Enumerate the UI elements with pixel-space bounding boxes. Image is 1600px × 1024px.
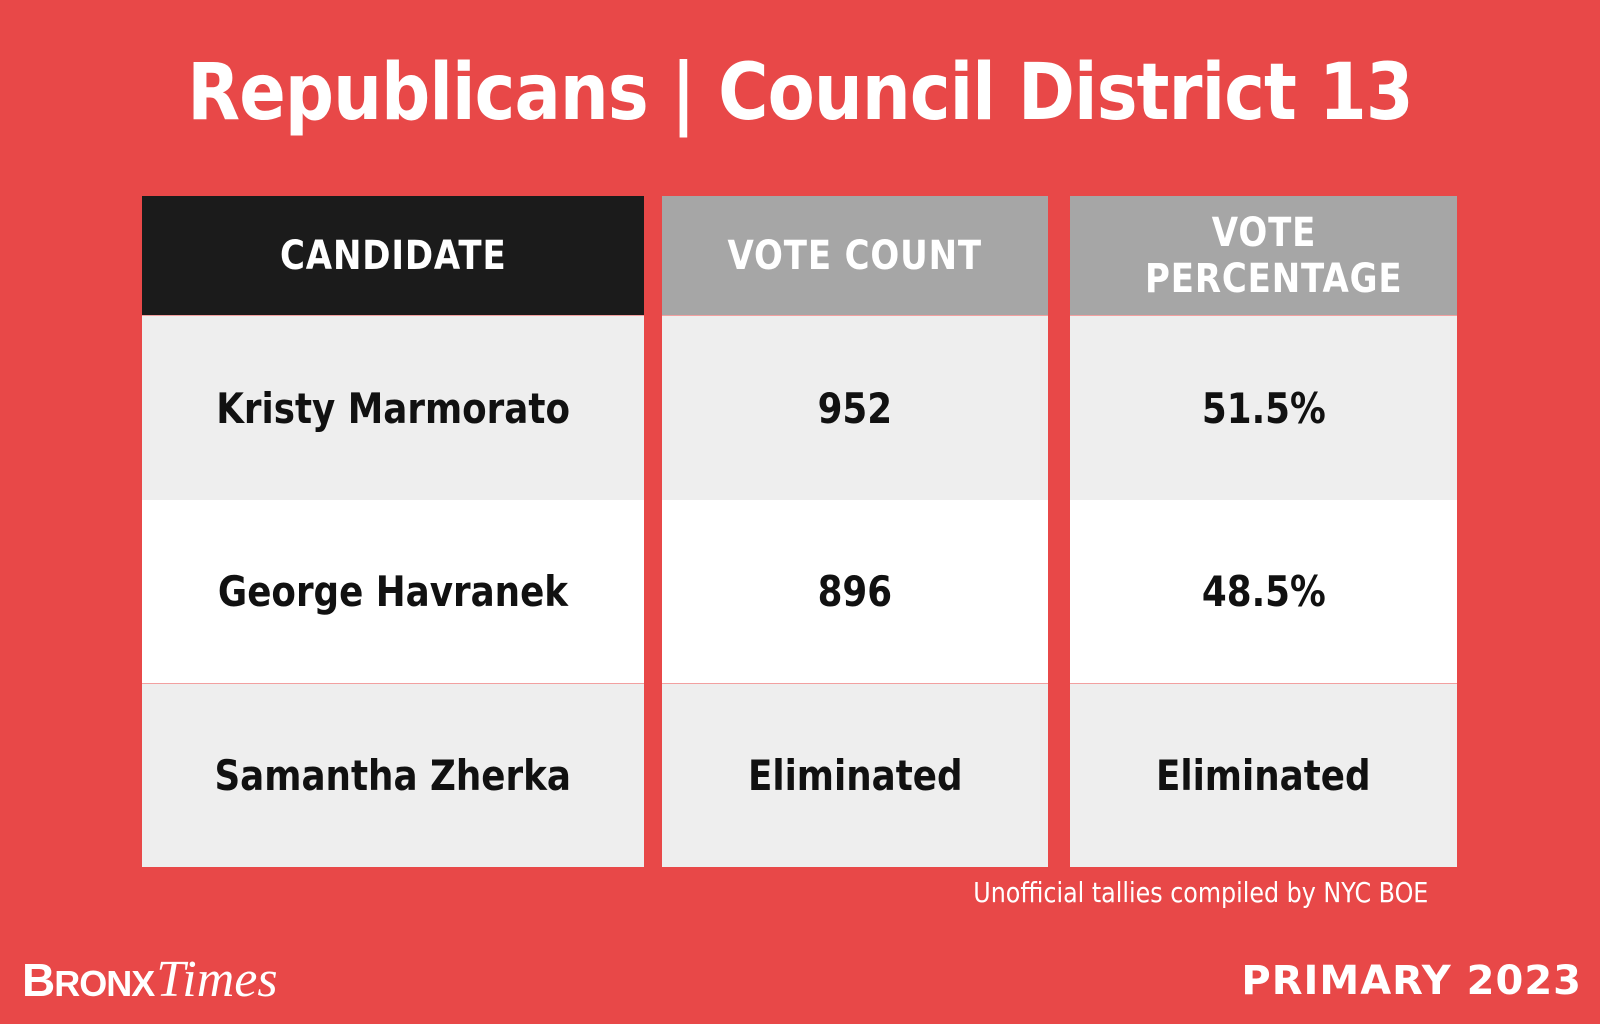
- table-row: George Havranek: [142, 500, 644, 683]
- logo-bronx: BRONX: [22, 954, 155, 1006]
- vote-count: Eliminated: [747, 751, 963, 800]
- table-cell: Eliminated: [662, 683, 1048, 867]
- table-row: Kristy Marmorato: [142, 315, 644, 500]
- bronx-times-logo: BRONX Times: [22, 950, 278, 1009]
- candidate-name: Samantha Zherka: [214, 751, 572, 800]
- vote-count-column: VOTE COUNT 952 896 Eliminated: [662, 196, 1048, 867]
- candidate-name: George Havranek: [217, 567, 569, 616]
- vote-percentage: Eliminated: [1156, 751, 1371, 800]
- table-cell: 952: [662, 315, 1048, 500]
- logo-times: Times: [156, 951, 278, 1008]
- table-row: Samantha Zherka: [142, 683, 644, 867]
- candidate-name: Kristy Marmorato: [216, 383, 570, 433]
- table-cell: 51.5%: [1070, 315, 1457, 500]
- vote-percentage-column: VOTE PERCENTAGE 51.5% 48.5% Eliminated: [1070, 196, 1457, 867]
- vote-percentage: 48.5%: [1201, 567, 1326, 616]
- table-cell: 48.5%: [1070, 500, 1457, 683]
- edition-label: PRIMARY 2023: [1241, 958, 1582, 1004]
- vote-count: 952: [817, 383, 893, 433]
- vote-count: 896: [817, 567, 893, 616]
- candidate-column: CANDIDATE Kristy Marmorato George Havran…: [142, 196, 644, 867]
- source-note: Unofficial tallies compiled by NYC BOE: [972, 876, 1428, 909]
- vote-percentage-header: VOTE PERCENTAGE: [1070, 196, 1457, 315]
- vote-count-header: VOTE COUNT: [662, 196, 1048, 315]
- table-cell: Eliminated: [1070, 683, 1457, 867]
- candidate-header: CANDIDATE: [142, 196, 644, 315]
- table-cell: 896: [662, 500, 1048, 683]
- page-title: Republicans | Council District 13: [187, 48, 1413, 138]
- vote-percentage: 51.5%: [1201, 383, 1326, 433]
